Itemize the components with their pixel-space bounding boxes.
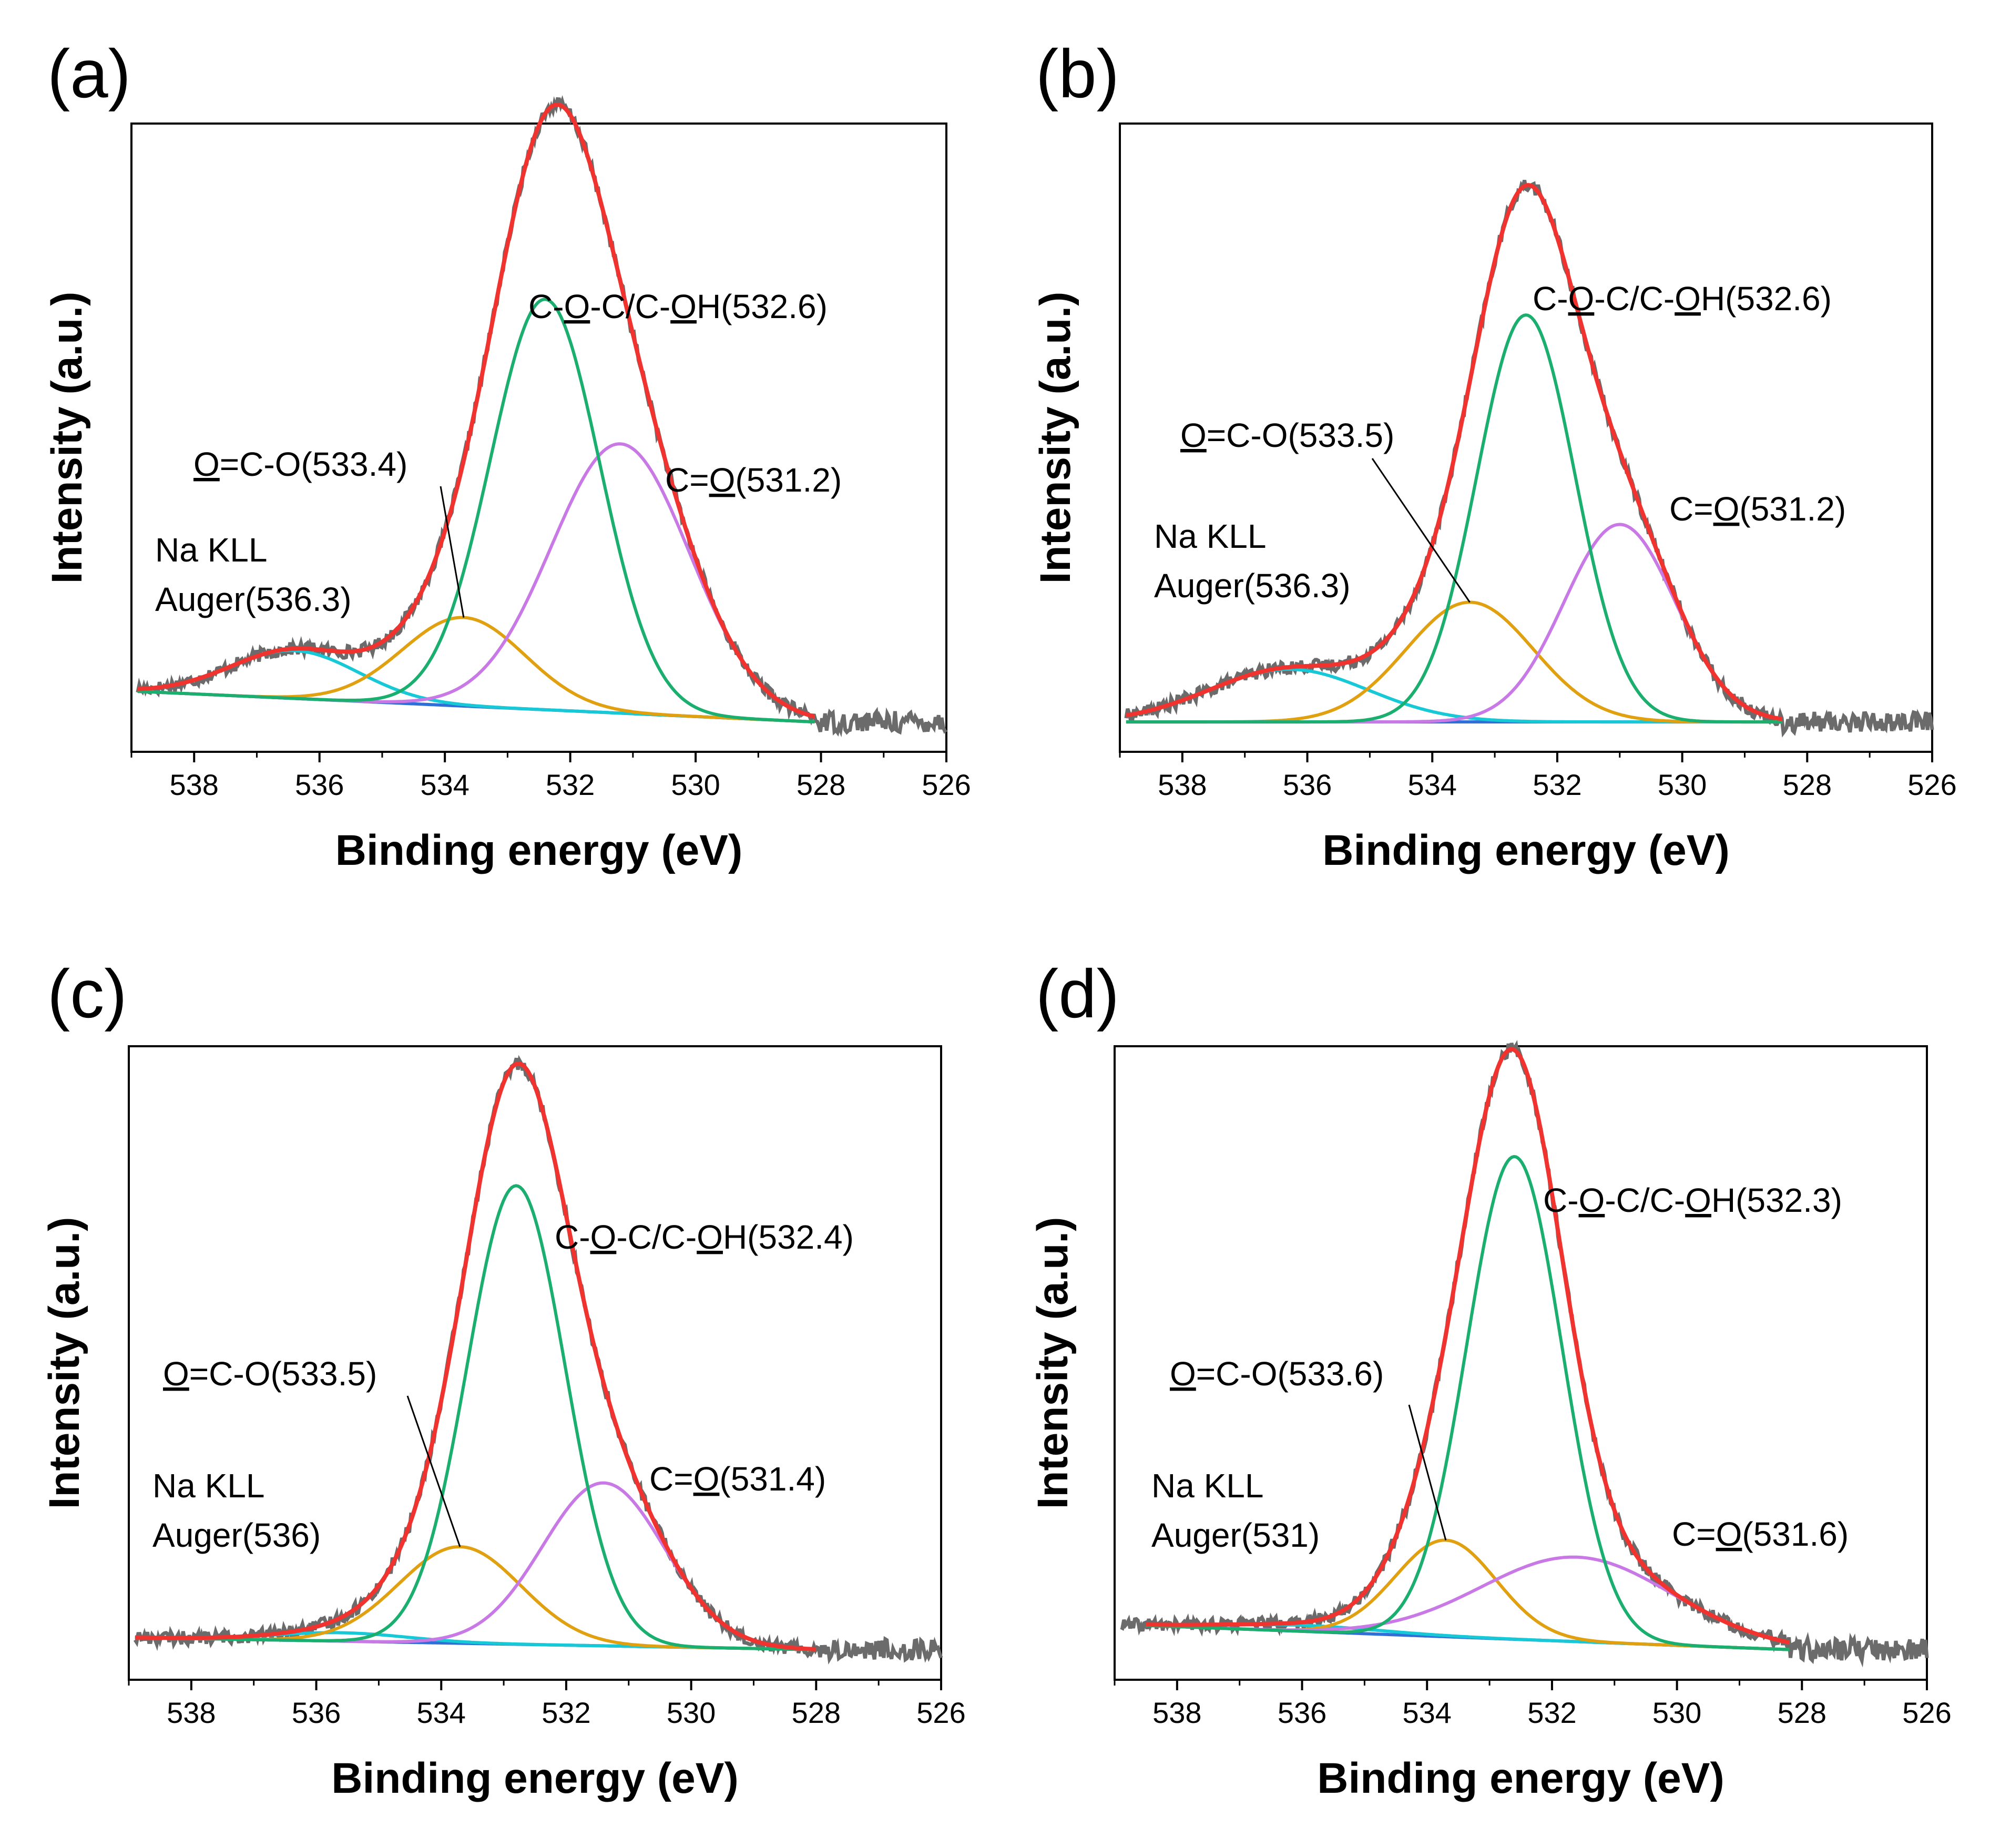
panel-label: (d) [1036,955,1119,1032]
plot-frame [128,1045,942,1681]
x-tick-label: 528 [797,768,845,801]
y-axis-title: Intensity (a.u.) [43,292,91,584]
plot-frame [1119,122,1933,753]
x-tick-label: 526 [1902,1696,1951,1729]
annotation-oco: O=C-O(533.4) [193,445,407,483]
series-envelope [1126,182,1783,721]
x-tick-label: 536 [295,768,344,801]
annotation-oco: O=C-O(533.5) [1180,416,1394,454]
panel-label: (a) [47,35,131,112]
series-o-c-o [135,1545,817,1651]
x-tick-label: 538 [167,1696,216,1729]
leader-line [1371,458,1471,603]
leader-line [440,486,465,618]
x-axis-title: Binding energy (eV) [335,826,743,874]
annotation-coc: C-O-C/C-OH(532.4) [555,1218,854,1256]
annotation-na2: Auger(536) [152,1516,321,1554]
x-tick-label: 530 [667,1696,716,1729]
x-tick-label: 530 [671,768,720,801]
x-tick-label: 538 [1152,1696,1201,1729]
x-axis-title: Binding energy (eV) [331,1754,739,1802]
annotation-na2: Auger(531) [1151,1516,1320,1554]
leader-line [1408,1404,1447,1540]
annotation-na1: Na KLL [1154,517,1266,555]
x-tick-label: 530 [1658,768,1707,801]
series-na-kll-auger [1126,667,1782,724]
series-raw [136,95,948,738]
x-tick-label: 532 [546,768,595,801]
x-tick-label: 534 [1408,768,1457,801]
annotation-oco: O=C-O(533.5) [163,1355,377,1393]
series-c-o-c-c-oh [1126,313,1782,724]
annotation-coc: C-O-C/C-OH(532.6) [1533,280,1832,318]
panel-b: (b) 538 536 534 532 530 528 526 Binding energy (… [1032,35,1957,874]
series-c-o [135,1481,817,1651]
series-envelope [135,1061,817,1651]
series-c-o-c-c-oh [1146,1155,1790,1651]
x-tick-label: 526 [1907,768,1956,801]
series-raw [1124,179,1934,738]
x-tick-label: 528 [1778,1696,1826,1729]
x-tick-label: 536 [1278,1696,1326,1729]
panel-label: (b) [1036,35,1119,112]
plot-frame [1114,1045,1928,1681]
series-envelope [1146,1047,1790,1645]
x-tick-label: 534 [417,1696,466,1729]
annotation-ceo: C=O(531.2) [665,461,842,499]
y-axis-title: Intensity (a.u.) [1032,292,1079,584]
panel-label: (c) [47,955,127,1032]
x-axis-title: Binding energy (eV) [1322,826,1730,874]
annotation-coc: C-O-C/C-OH(532.3) [1543,1181,1842,1219]
annotation-coc: C-O-C/C-OH(532.6) [528,288,828,325]
annotation-na1: Na KLL [1151,1467,1263,1505]
annotation-ceo: C=O(531.6) [1672,1515,1849,1553]
y-axis-title: Intensity (a.u.) [40,1217,88,1509]
x-tick-label: 532 [1533,768,1581,801]
annotation-na1: Na KLL [155,531,267,569]
x-tick-label: 528 [1783,768,1832,801]
x-tick-label: 536 [1283,768,1332,801]
x-tick-label: 538 [170,768,219,801]
series-envelope [137,102,815,719]
panel-c: (c) 538 536 534 532 530 528 526 Binding energy (… [40,955,966,1802]
y-axis-title: Intensity (a.u.) [1029,1217,1077,1509]
panel-a: (a) 538 536 534 532 530 528 526 Binding energy (… [43,35,971,874]
x-tick-label: 526 [916,1696,965,1729]
panel-d: (d) 538 536 534 532 530 528 526 Binding energy (… [1029,955,1952,1802]
x-tick-label: 530 [1652,1696,1701,1729]
annotation-ceo: C=O(531.2) [1669,490,1846,528]
annotation-na2: Auger(536.3) [155,580,352,618]
x-tick-label: 528 [792,1696,841,1729]
series-c-o-c-c-oh [135,1184,817,1651]
x-tick-label: 538 [1158,768,1207,801]
annotation-na1: Na KLL [152,1467,264,1505]
annotation-oco: O=C-O(533.6) [1170,1355,1384,1393]
x-tick-label: 526 [922,768,971,801]
x-tick-label: 532 [542,1696,590,1729]
x-tick-label: 536 [292,1696,341,1729]
leader-line [406,1395,461,1547]
annotation-na2: Auger(536.3) [1154,567,1351,605]
annotation-ceo: C=O(531.4) [649,1460,826,1498]
x-tick-label: 534 [1403,1696,1452,1729]
x-axis-title: Binding energy (eV) [1317,1754,1724,1802]
x-tick-label: 534 [420,768,469,801]
x-tick-label: 532 [1527,1696,1576,1729]
series-c-o-c-c-oh [137,298,815,724]
